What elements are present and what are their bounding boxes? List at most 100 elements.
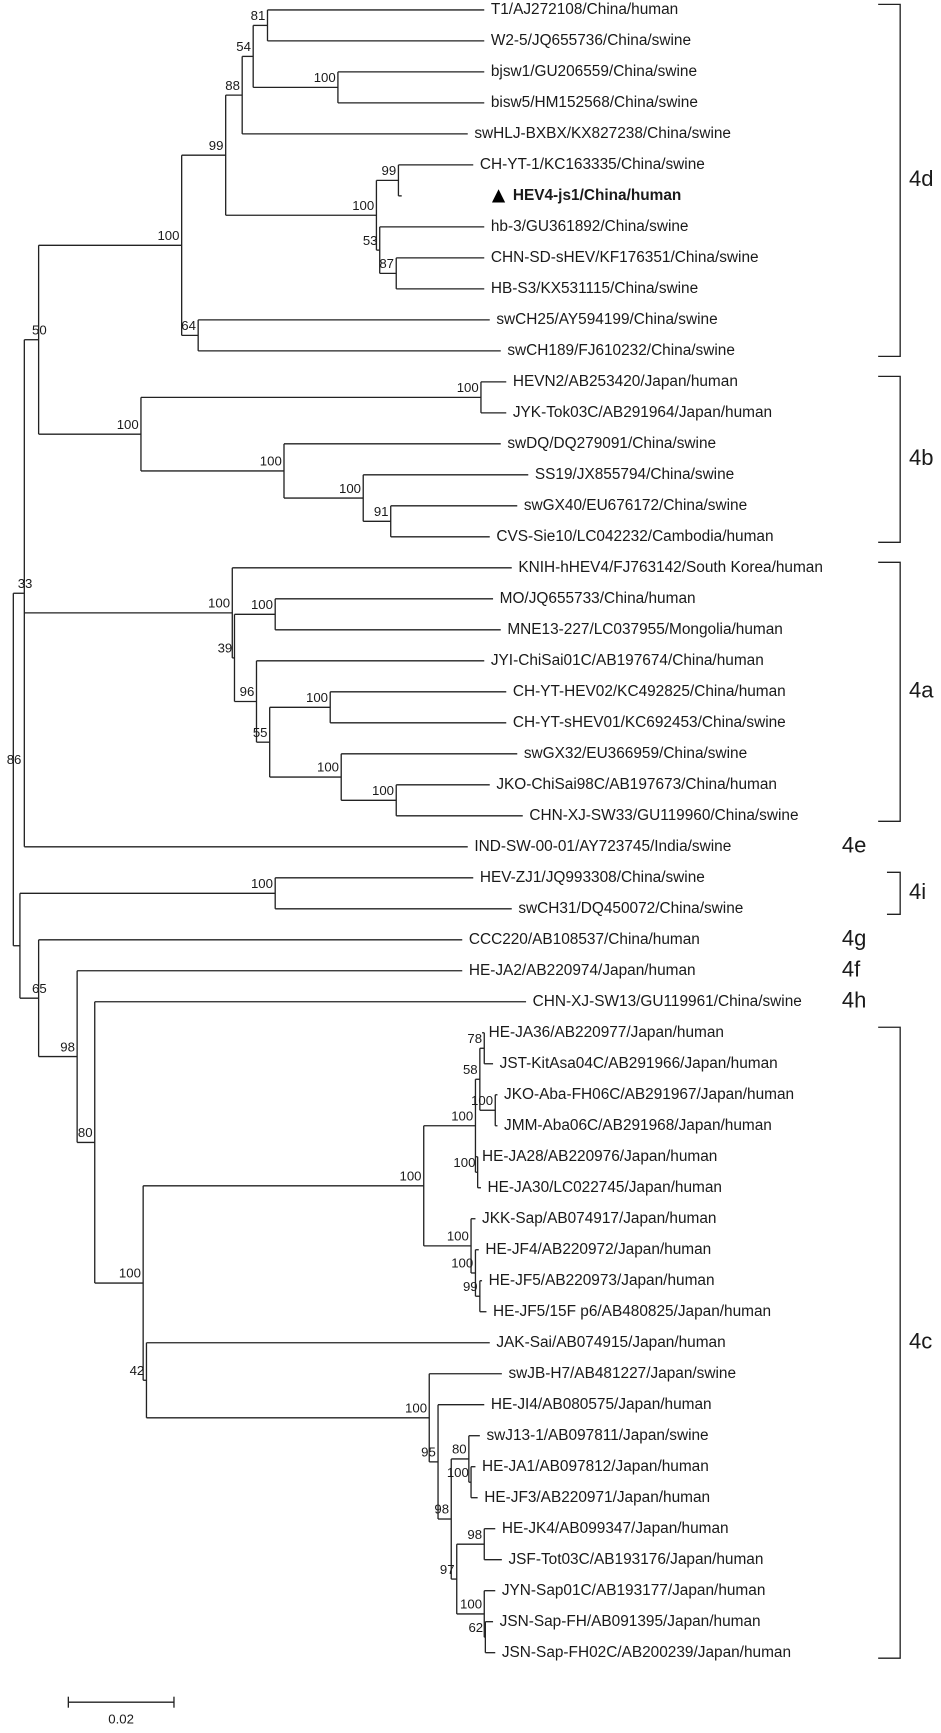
leaf-label: HE-JA30/LC022745/Japan/human (488, 1179, 722, 1196)
leaf-label: HE-JA2/AB220974/Japan/human (469, 962, 696, 979)
leaf-label: HE-JF3/AB220971/Japan/human (484, 1489, 710, 1506)
bootstrap-value: 81 (251, 8, 266, 23)
leaf-label: HE-JA36/AB220977/Japan/human (489, 1024, 724, 1041)
leaf-label: CH-YT-sHEV01/KC692453/China/swine (513, 714, 786, 731)
leaf-label: CH-YT-HEV02/KC492825/China/human (513, 683, 786, 700)
bootstrap-value: 39 (218, 641, 233, 656)
leaf-label: HE-JI4/AB080575/Japan/human (491, 1396, 712, 1413)
bootstrap-value: 80 (452, 1442, 467, 1457)
bootstrap-value: 100 (117, 417, 139, 432)
bootstrap-value: 100 (317, 760, 339, 775)
bootstrap-value: 100 (453, 1155, 475, 1170)
leaf-label: HEV-ZJ1/JQ993308/China/swine (480, 869, 705, 886)
bootstrap-value: 100 (372, 783, 394, 798)
bootstrap-value: 95 (421, 1445, 436, 1460)
bootstrap-value: 100 (251, 876, 273, 891)
bootstrap-value: 100 (352, 198, 374, 213)
leaf-label: JKO-ChiSai98C/AB197673/China/human (496, 776, 777, 793)
leaf-label: JSN-Sap-FH02C/AB200239/Japan/human (502, 1644, 791, 1661)
leaf-label: MNE13-227/LC037955/Mongolia/human (507, 621, 782, 638)
leaf-label: IND-SW-00-01/AY723745/India/swine (474, 838, 731, 855)
clade-label: 4g (842, 926, 866, 951)
clade-label: 4f (842, 957, 861, 982)
leaf-label: swJB-H7/AB481227/Japan/swine (508, 1365, 736, 1382)
leaf-label: CHN-SD-sHEV/KF176351/China/swine (491, 249, 759, 266)
bootstrap-value: 65 (32, 981, 47, 996)
marker-triangle (491, 189, 506, 203)
bootstrap-value: 100 (405, 1400, 427, 1415)
clade-label: 4b (909, 445, 933, 470)
leaf-label: swHLJ-BXBX/KX827238/China/swine (474, 125, 731, 142)
bootstrap-value: 64 (181, 318, 196, 333)
clade-bracket (878, 375, 901, 543)
leaf-label: HEVN2/AB253420/Japan/human (513, 373, 738, 390)
leaf-label: swCH25/AY594199/China/swine (496, 311, 717, 328)
clade-bracket (886, 871, 901, 915)
bootstrap-value: 62 (468, 1620, 483, 1635)
clade-label: 4d (909, 166, 933, 191)
bootstrap-value: 33 (18, 576, 33, 591)
leaf-label: SS19/JX855794/China/swine (535, 466, 734, 483)
leaf-label: CHN-XJ-SW33/GU119960/China/swine (529, 807, 798, 824)
clade-bracket (878, 1026, 901, 1659)
bootstrap-value: 100 (119, 1266, 141, 1281)
bootstrap-value: 100 (251, 597, 273, 612)
leaf-label: swDQ/DQ279091/China/swine (507, 435, 716, 452)
leaf-label: hb-3/GU361892/China/swine (491, 218, 689, 235)
bootstrap-value: 99 (463, 1279, 478, 1294)
bootstrap-value: 87 (379, 256, 394, 271)
clade-bracket (878, 561, 901, 822)
leaf-label: CH-YT-1/KC163335/China/swine (480, 156, 705, 173)
leaf-label: HEV4-js1/China/human (513, 187, 681, 204)
leaf-label: bisw5/HM152568/China/swine (491, 94, 698, 111)
leaf-label: HE-JA1/AB097812/Japan/human (482, 1458, 709, 1475)
bootstrap-value: 100 (451, 1256, 473, 1271)
bootstrap-value: 100 (400, 1168, 422, 1183)
bootstrap-value: 100 (447, 1465, 469, 1480)
bootstrap-value: 100 (471, 1093, 493, 1108)
bootstrap-value: 99 (382, 163, 397, 178)
leaf-label: CCC220/AB108537/China/human (469, 931, 700, 948)
leaf-label: CVS-Sie10/LC042232/Cambodia/human (496, 528, 773, 545)
clade-label: 4a (909, 678, 934, 703)
leaf-label: swJ13-1/AB097811/Japan/swine (486, 1427, 708, 1444)
leaf-label: swGX40/EU676172/China/swine (524, 497, 747, 514)
bootstrap-value: 97 (440, 1562, 455, 1577)
bootstrap-value: 58 (463, 1062, 478, 1077)
leaf-label: HB-S3/KX531115/China/swine (491, 280, 698, 297)
leaf-label: HE-JK4/AB099347/Japan/human (502, 1520, 729, 1537)
leaf-label: JSN-Sap-FH/AB091395/Japan/human (500, 1613, 761, 1630)
bootstrap-value: 100 (339, 481, 361, 496)
bootstrap-value: 53 (363, 233, 378, 248)
leaf-label: JYN-Sap01C/AB193177/Japan/human (502, 1582, 766, 1599)
bootstrap-value: 54 (236, 39, 251, 54)
clade-label: 4i (909, 879, 926, 904)
leaf-label: HE-JF4/AB220972/Japan/human (485, 1241, 711, 1258)
scale-bar-label: 0.02 (108, 1711, 134, 1726)
bootstrap-value: 98 (434, 1502, 449, 1517)
leaf-label: JKK-Sap/AB074917/Japan/human (482, 1210, 716, 1227)
bootstrap-value: 80 (78, 1125, 93, 1140)
leaf-label: T1/AJ272108/China/human (491, 1, 678, 18)
bootstrap-value: 100 (157, 228, 179, 243)
leaf-label: W2-5/JQ655736/China/swine (491, 32, 691, 49)
bootstrap-value: 100 (306, 690, 328, 705)
leaf-label: swGX32/EU366959/China/swine (524, 745, 747, 762)
leaf-label: JMM-Aba06C/AB291968/Japan/human (504, 1117, 772, 1134)
leaf-label: HE-JF5/15F p6/AB480825/Japan/human (493, 1303, 771, 1320)
bootstrap-value: 96 (240, 684, 255, 699)
bootstrap-value: 100 (314, 70, 336, 85)
leaf-label: KNIH-hHEV4/FJ763142/South Korea/human (518, 559, 823, 576)
clade-label: 4c (909, 1329, 932, 1354)
bootstrap-value: 100 (208, 596, 230, 611)
bootstrap-value: 78 (467, 1031, 482, 1046)
leaf-label: JAK-Sai/AB074915/Japan/human (496, 1334, 725, 1351)
bootstrap-value: 100 (451, 1108, 473, 1123)
bootstrap-value: 55 (253, 725, 268, 740)
leaf-label: JYK-Tok03C/AB291964/Japan/human (513, 404, 772, 421)
bootstrap-value: 50 (32, 322, 47, 337)
bootstrap-value: 100 (447, 1229, 469, 1244)
leaf-label: JYI-ChiSai01C/AB197674/China/human (491, 652, 764, 669)
leaf-label: swCH189/FJ610232/China/swine (507, 342, 735, 359)
